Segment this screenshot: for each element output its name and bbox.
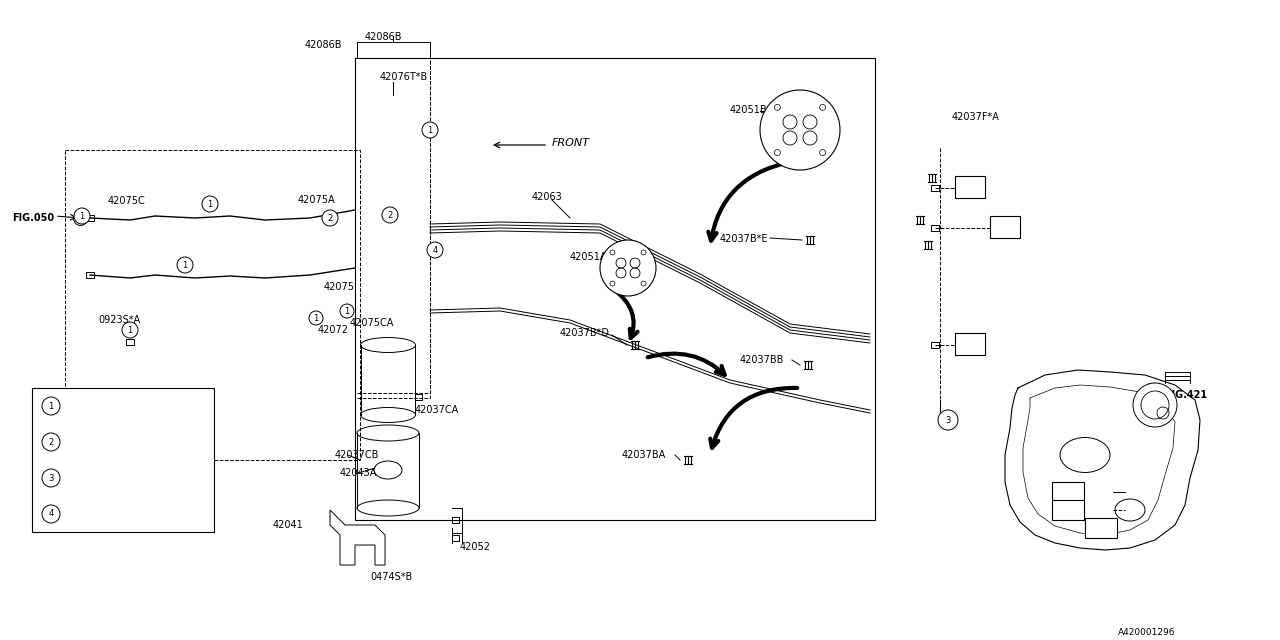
Circle shape [42, 505, 60, 523]
Text: 42037BA: 42037BA [622, 450, 667, 460]
Circle shape [177, 257, 193, 273]
Text: 1: 1 [79, 211, 84, 221]
Text: 0923S*B: 0923S*B [76, 473, 122, 483]
Text: A: A [963, 187, 970, 197]
Bar [1052, 500, 1084, 520]
Circle shape [308, 311, 323, 325]
Text: 42037C*C: 42037C*C [76, 437, 129, 447]
Bar [65, 150, 360, 460]
Bar [32, 388, 214, 532]
Text: 42037CB: 42037CB [335, 450, 379, 460]
Text: 4: 4 [433, 246, 438, 255]
Circle shape [202, 196, 218, 212]
Bar [955, 176, 986, 198]
Text: 42075A: 42075A [298, 195, 335, 205]
Bar [989, 216, 1020, 238]
Text: 1: 1 [207, 200, 212, 209]
Circle shape [323, 210, 338, 226]
Bar [355, 58, 430, 398]
Text: 1: 1 [428, 125, 433, 134]
Circle shape [428, 242, 443, 258]
Text: 0474S*B: 0474S*B [370, 572, 412, 582]
Text: 1: 1 [344, 307, 349, 316]
Text: B: B [997, 227, 1005, 237]
Text: 42037BB: 42037BB [740, 355, 785, 365]
Circle shape [938, 410, 957, 430]
Circle shape [340, 304, 355, 318]
Text: C: C [963, 344, 970, 354]
Text: 42051B: 42051B [730, 105, 768, 115]
Circle shape [1133, 383, 1178, 427]
Bar [355, 58, 430, 393]
Text: 1: 1 [128, 326, 133, 335]
Circle shape [122, 322, 138, 338]
Text: 42075C: 42075C [108, 196, 146, 206]
Text: 42052: 42052 [460, 542, 492, 552]
Text: B: B [1060, 509, 1068, 519]
Text: 3: 3 [946, 415, 951, 424]
Text: 42051A: 42051A [570, 252, 608, 262]
Text: 3: 3 [49, 474, 54, 483]
Text: C: C [1093, 527, 1101, 537]
Circle shape [422, 122, 438, 138]
Text: 42037CA: 42037CA [415, 405, 460, 415]
Text: FRONT: FRONT [552, 138, 590, 148]
Circle shape [42, 397, 60, 415]
Text: 42041: 42041 [273, 520, 303, 530]
Bar [1052, 482, 1084, 502]
Text: 42037C*A: 42037C*A [76, 401, 128, 411]
Text: 42043A: 42043A [340, 468, 378, 478]
Text: 1: 1 [314, 314, 319, 323]
Text: 42086B: 42086B [365, 32, 402, 42]
Text: 42076T*B: 42076T*B [380, 72, 429, 82]
Circle shape [42, 433, 60, 451]
Text: 42075: 42075 [324, 282, 355, 292]
Text: 42072: 42072 [317, 325, 349, 335]
Text: 1: 1 [49, 401, 54, 410]
Text: 2: 2 [328, 214, 333, 223]
Circle shape [74, 208, 90, 224]
Bar [955, 333, 986, 355]
Text: FIG.050: FIG.050 [12, 213, 54, 223]
Bar [1085, 518, 1117, 538]
Text: 42037F*A: 42037F*A [952, 112, 1000, 122]
Text: 42063: 42063 [532, 192, 563, 202]
Text: 42037F*B: 42037F*B [76, 509, 127, 519]
Text: 42037B*E: 42037B*E [721, 234, 768, 244]
Circle shape [42, 469, 60, 487]
Text: A: A [1060, 491, 1068, 501]
Text: 42037B*D: 42037B*D [561, 328, 611, 338]
Text: 0923S*A: 0923S*A [99, 315, 140, 325]
Circle shape [760, 90, 840, 170]
Text: A420001296: A420001296 [1117, 628, 1175, 637]
Circle shape [600, 240, 657, 296]
Text: 1: 1 [182, 260, 188, 269]
Circle shape [381, 207, 398, 223]
Text: 42075CA: 42075CA [349, 318, 394, 328]
Text: 2: 2 [49, 438, 54, 447]
Text: 4: 4 [49, 509, 54, 518]
Text: FIG.421: FIG.421 [1165, 390, 1207, 400]
Text: 2: 2 [388, 211, 393, 220]
Text: 42086B: 42086B [305, 40, 343, 50]
